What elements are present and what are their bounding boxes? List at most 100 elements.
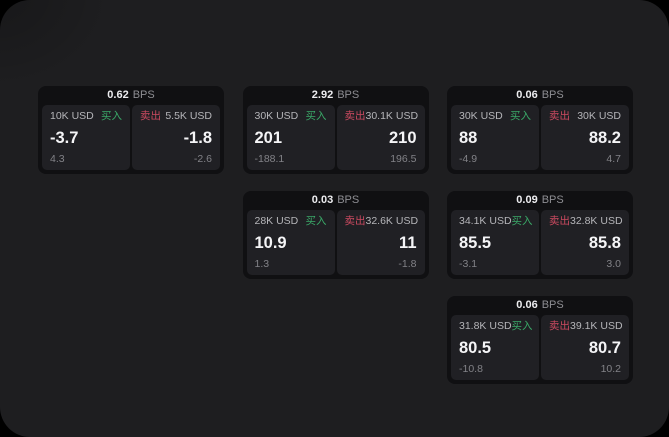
buy-amount: 31.8K USD [459, 320, 512, 332]
buy-amount: 30K USD [254, 110, 299, 122]
buy-change: -4.9 [459, 153, 478, 166]
bps-header: 0.09 BPS [451, 191, 629, 210]
buy-price: 85.5 [459, 234, 492, 253]
quote-card: 2.92 BPS 30K USD 买入 201 -188.1 卖出 30.1K … [242, 86, 429, 174]
sell-panel[interactable]: 卖出 30.1K USD 210 196.5 [336, 105, 425, 170]
buy-price: 10.9 [254, 234, 287, 253]
buy-price: -3.7 [50, 129, 79, 148]
buy-panel-top: 34.1K USD 买入 [459, 215, 533, 228]
bps-unit-label: BPS [337, 89, 360, 101]
bps-header: 0.06 BPS [451, 296, 629, 315]
sell-panel[interactable]: 卖出 32.8K USD 85.8 3.0 [541, 210, 629, 275]
sell-label: 卖出 [549, 110, 570, 122]
sell-amount: 39.1K USD [570, 320, 623, 332]
bps-value: 0.62 [107, 89, 129, 101]
sell-panel[interactable]: 卖出 5.5K USD -1.8 -2.6 [132, 105, 220, 170]
buy-amount: 30K USD [459, 110, 503, 122]
quote-grid: 0.62 BPS 10K USD 买入 -3.7 4.3 卖出 5.5K USD… [38, 86, 633, 384]
bps-value: 2.92 [311, 89, 334, 101]
buy-panel-top: 30K USD 买入 [459, 110, 531, 123]
buy-price: 88 [459, 129, 478, 148]
buy-amount: 34.1K USD [459, 215, 512, 227]
quote-panels: 31.8K USD 买入 80.5 -10.8 卖出 39.1K USD 80.… [451, 315, 629, 380]
bps-unit-label: BPS [541, 299, 564, 311]
sell-price: 85.8 [588, 234, 621, 253]
buy-panel-top: 28K USD 买入 [254, 215, 327, 228]
bps-value: 0.09 [516, 194, 538, 206]
quote-panels: 30K USD 买入 88 -4.9 卖出 30K USD 88.2 4.7 [451, 105, 629, 170]
quote-panels: 34.1K USD 买入 85.5 -3.1 卖出 32.8K USD 85.8… [451, 210, 629, 275]
buy-price: 80.5 [459, 339, 492, 358]
bps-header: 2.92 BPS [247, 86, 425, 105]
buy-panel[interactable]: 10K USD 买入 -3.7 4.3 [42, 105, 130, 170]
sell-panel-top: 卖出 32.8K USD [549, 215, 623, 228]
sell-change: -2.6 [193, 153, 212, 166]
sell-amount: 30K USD [577, 110, 621, 122]
buy-change: -3.1 [459, 258, 478, 271]
buy-change: 1.3 [254, 258, 270, 271]
buy-panel-top: 31.8K USD 买入 [459, 320, 533, 333]
sell-panel[interactable]: 卖出 32.6K USD 11 -1.8 [336, 210, 425, 275]
buy-panel[interactable]: 34.1K USD 买入 85.5 -3.1 [451, 210, 539, 275]
bps-header: 0.06 BPS [451, 86, 629, 105]
quote-card: 0.62 BPS 10K USD 买入 -3.7 4.3 卖出 5.5K USD… [38, 86, 224, 174]
buy-label: 买入 [511, 320, 533, 332]
buy-change: 4.3 [50, 153, 65, 166]
sell-panel-top: 卖出 39.1K USD [549, 320, 623, 333]
buy-change: -10.8 [459, 363, 483, 376]
buy-panel-top: 10K USD 买入 [50, 110, 122, 123]
sell-panel-top: 卖出 30K USD [549, 110, 621, 123]
buy-label: 买入 [101, 110, 122, 122]
sell-panel[interactable]: 卖出 30K USD 88.2 4.7 [541, 105, 629, 170]
buy-panel[interactable]: 30K USD 买入 88 -4.9 [451, 105, 539, 170]
sell-label: 卖出 [140, 110, 161, 122]
quote-panels: 10K USD 买入 -3.7 4.3 卖出 5.5K USD -1.8 -2.… [42, 105, 220, 170]
quote-card: 0.03 BPS 28K USD 买入 10.9 1.3 卖出 32.6K US… [242, 191, 429, 279]
buy-label: 买入 [305, 110, 327, 122]
bps-unit-label: BPS [541, 89, 564, 101]
sell-panel-top: 卖出 32.6K USD [344, 215, 419, 228]
buy-amount: 28K USD [254, 215, 299, 227]
quote-panels: 30K USD 买入 201 -188.1 卖出 30.1K USD 210 1… [246, 105, 425, 170]
sell-price: 210 [388, 129, 417, 148]
sell-label: 卖出 [344, 215, 366, 227]
sell-change: 4.7 [606, 153, 621, 166]
sell-price: 88.2 [588, 129, 621, 148]
sell-panel-top: 卖出 30.1K USD [344, 110, 419, 123]
buy-panel[interactable]: 30K USD 买入 201 -188.1 [246, 105, 335, 170]
buy-change: -188.1 [254, 153, 285, 166]
quote-panels: 28K USD 买入 10.9 1.3 卖出 32.6K USD 11 -1.8 [246, 210, 425, 275]
sell-amount: 5.5K USD [165, 110, 212, 122]
sell-change: 196.5 [390, 153, 417, 166]
sell-label: 卖出 [549, 215, 570, 227]
sell-label: 卖出 [549, 320, 570, 332]
bps-unit-label: BPS [132, 89, 155, 101]
sell-price: 11 [399, 234, 417, 253]
quote-card: 0.06 BPS 31.8K USD 买入 80.5 -10.8 卖出 39.1… [447, 296, 633, 384]
bps-header: 0.62 BPS [42, 86, 220, 105]
bps-value: 0.03 [311, 194, 334, 206]
buy-panel[interactable]: 28K USD 买入 10.9 1.3 [246, 210, 335, 275]
buy-label: 买入 [511, 215, 533, 227]
quote-card: 0.09 BPS 34.1K USD 买入 85.5 -3.1 卖出 32.8K… [447, 191, 633, 279]
bps-unit-label: BPS [541, 194, 564, 206]
sell-panel-top: 卖出 5.5K USD [140, 110, 212, 123]
buy-price: 201 [254, 129, 283, 148]
buy-amount: 10K USD [50, 110, 94, 122]
bps-value: 0.06 [516, 299, 538, 311]
bps-header: 0.03 BPS [247, 191, 425, 210]
buy-label: 买入 [510, 110, 531, 122]
buy-panel[interactable]: 31.8K USD 买入 80.5 -10.8 [451, 315, 539, 380]
sell-change: 10.2 [600, 363, 621, 376]
sell-change: 3.0 [606, 258, 621, 271]
bps-unit-label: BPS [337, 194, 360, 206]
bps-value: 0.06 [516, 89, 538, 101]
sell-label: 卖出 [344, 110, 366, 122]
sell-price: 80.7 [588, 339, 621, 358]
sell-price: -1.8 [183, 129, 212, 148]
sell-amount: 30.1K USD [365, 110, 419, 122]
sell-panel[interactable]: 卖出 39.1K USD 80.7 10.2 [541, 315, 629, 380]
sell-amount: 32.8K USD [570, 215, 623, 227]
buy-panel-top: 30K USD 买入 [254, 110, 327, 123]
